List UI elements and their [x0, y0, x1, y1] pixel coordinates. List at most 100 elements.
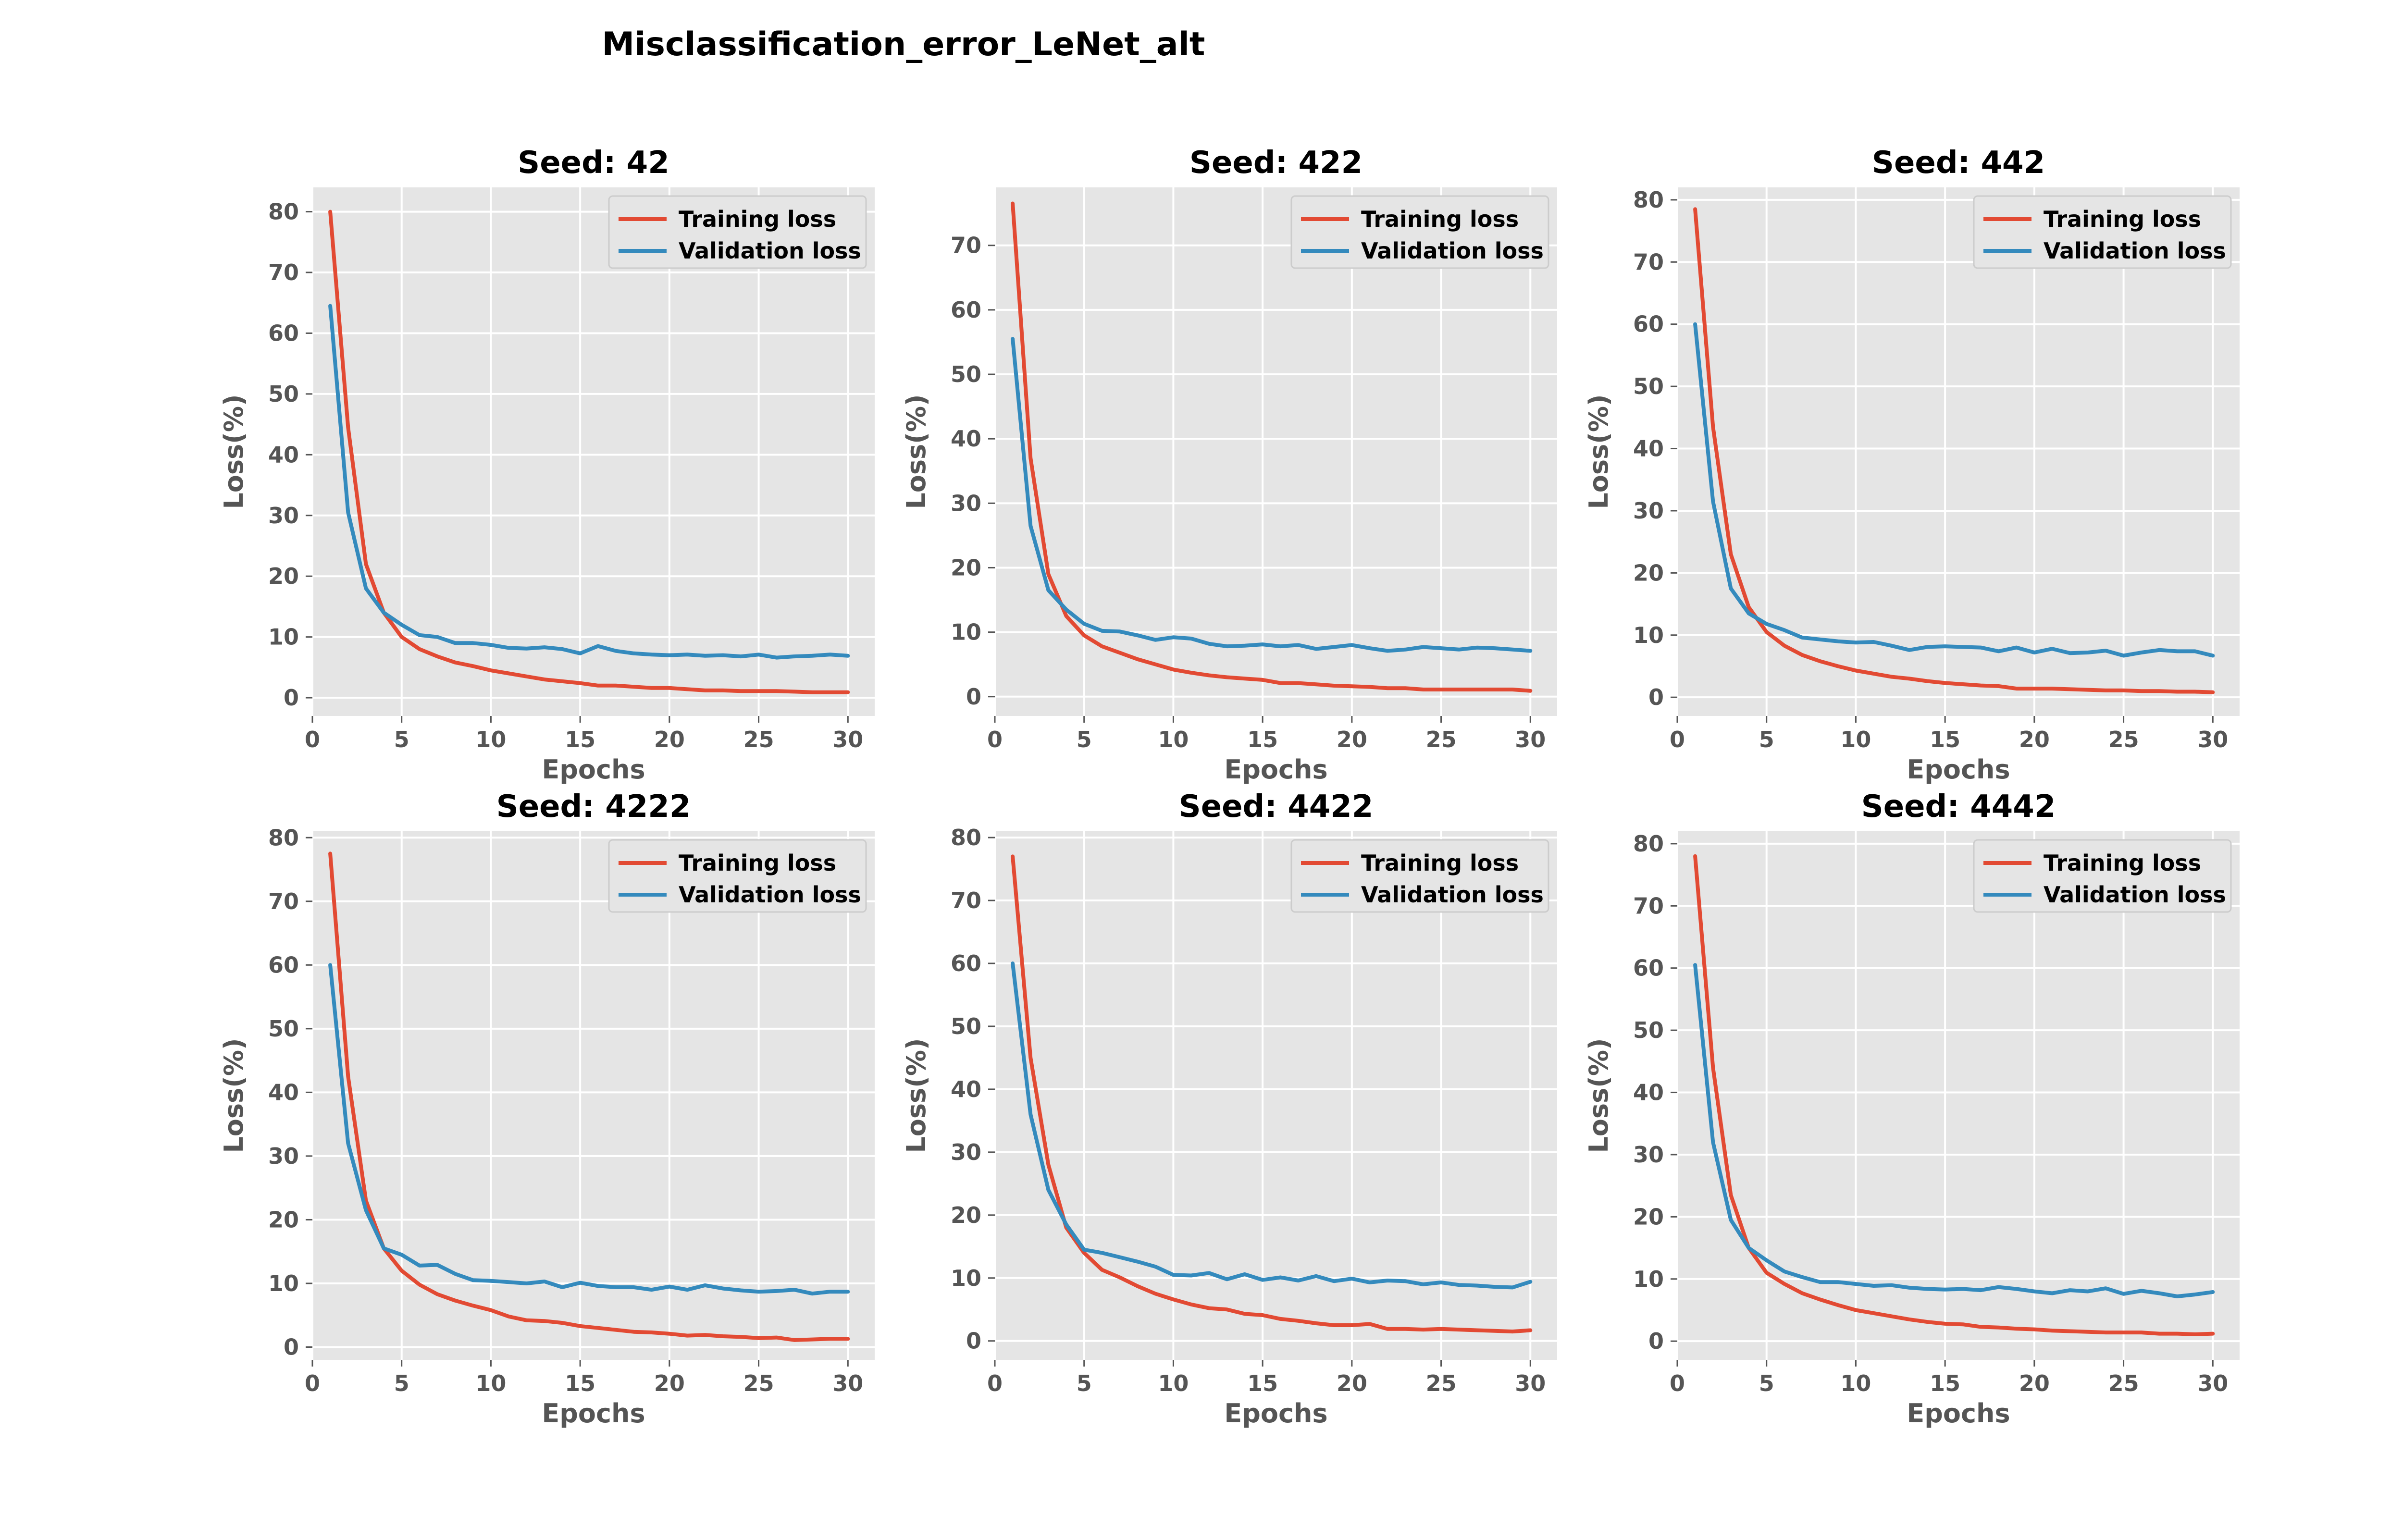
y-tick-label: 0 [284, 685, 299, 711]
x-tick-label: 25 [2108, 727, 2139, 752]
legend-entry: Training loss [2044, 206, 2201, 232]
y-tick-label: 50 [1633, 373, 1664, 399]
y-tick-label: 50 [268, 381, 299, 407]
x-tick-label: 30 [1515, 727, 1546, 752]
y-tick-label: 10 [268, 1270, 299, 1296]
training-loss-line [1011, 854, 1533, 1334]
legend-box [1973, 195, 2232, 269]
legend: Training loss Validation loss [1973, 195, 2232, 269]
y-tick-label: 0 [966, 684, 981, 710]
x-tick-label: 20 [1337, 727, 1367, 752]
validation-loss-line [1011, 961, 1533, 1290]
training-loss-line [328, 209, 850, 694]
legend-box [608, 195, 867, 269]
x-tick-label: 10 [1158, 727, 1189, 752]
legend-entry: Validation loss [679, 882, 861, 908]
x-axis-label: Epochs [1224, 754, 1327, 785]
y-tick-label: 20 [268, 1207, 299, 1232]
y-tick-label: 70 [951, 887, 981, 913]
x-axis-label: Epochs [542, 754, 645, 785]
validation-loss-line [328, 304, 850, 660]
legend-box [1290, 195, 1549, 269]
validation-loss-line [1011, 337, 1533, 653]
plot-area [1677, 831, 2240, 1360]
y-tick-label: 10 [951, 619, 981, 645]
x-tick-label: 5 [1077, 1370, 1092, 1396]
legend-box [1290, 839, 1549, 913]
y-tick-label: 70 [268, 259, 299, 285]
x-tick-label: 10 [1840, 727, 1871, 752]
x-axis-label: Epochs [1907, 1398, 2010, 1429]
y-axis-label: Loss(%) [219, 394, 249, 509]
y-tick-label: 80 [1633, 831, 1664, 857]
y-tick-label: 50 [951, 1013, 981, 1039]
y-axis-label: Loss(%) [1584, 1038, 1614, 1153]
y-tick-label: 80 [268, 199, 299, 225]
plot-area [995, 187, 1557, 716]
y-tick-label: 70 [1633, 893, 1664, 919]
x-tick-label: 25 [1426, 1370, 1457, 1396]
y-tick-label: 30 [951, 1139, 981, 1165]
legend-entry: Training loss [1361, 850, 1519, 876]
x-axis-label: Epochs [542, 1398, 645, 1429]
y-tick-label: 70 [951, 233, 981, 259]
x-tick-label: 0 [305, 1370, 320, 1396]
y-tick-label: 70 [1633, 249, 1664, 275]
plot-area [1677, 187, 2240, 716]
x-axis-label: Epochs [1224, 1398, 1327, 1429]
y-tick-label: 60 [1633, 311, 1664, 337]
subplot-3: 0 5 10 15 20 25 30 0 10 20 30 40 50 60 70 80 Seed: 442 Ep… [1584, 145, 2240, 785]
y-tick-label: 50 [1633, 1017, 1664, 1043]
x-tick-label: 25 [743, 1370, 774, 1396]
training-loss-line [1011, 201, 1533, 693]
y-tick-label: 80 [268, 825, 299, 850]
legend-entry: Training loss [1361, 206, 1519, 232]
x-tick-label: 10 [1158, 1370, 1189, 1396]
y-tick-label: 30 [1633, 1142, 1664, 1168]
y-tick-label: 10 [1633, 622, 1664, 648]
y-tick-label: 20 [1633, 1204, 1664, 1230]
y-tick-label: 30 [268, 503, 299, 529]
x-tick-label: 0 [305, 727, 320, 752]
legend: Training loss Validation loss [1290, 839, 1549, 913]
y-tick-label: 60 [951, 297, 981, 323]
x-tick-label: 10 [1840, 1370, 1871, 1396]
x-tick-label: 25 [1426, 727, 1457, 752]
subplot-title: Seed: 4422 [1179, 789, 1374, 825]
x-tick-label: 0 [987, 1370, 1003, 1396]
plot-area [995, 831, 1557, 1360]
x-tick-label: 20 [2019, 1370, 2050, 1396]
y-axis-label: Loss(%) [1584, 394, 1614, 509]
y-tick-label: 10 [268, 624, 299, 650]
subplot-title: Seed: 442 [1872, 145, 2045, 181]
subplot-title: Seed: 4442 [1861, 789, 2056, 825]
y-tick-label: 20 [951, 1202, 981, 1228]
y-tick-label: 40 [1633, 436, 1664, 462]
x-tick-label: 25 [743, 727, 774, 752]
x-tick-label: 0 [1670, 1370, 1685, 1396]
y-tick-label: 40 [951, 1076, 981, 1102]
legend-entry: Validation loss [679, 238, 861, 264]
legend: Training loss Validation loss [608, 195, 867, 269]
y-tick-label: 40 [268, 442, 299, 468]
legend: Training loss Validation loss [1973, 839, 2232, 913]
plot-area [312, 831, 875, 1360]
x-tick-label: 5 [1759, 727, 1774, 752]
y-tick-label: 30 [1633, 498, 1664, 524]
x-tick-label: 30 [2197, 1370, 2228, 1396]
x-tick-label: 5 [1759, 1370, 1774, 1396]
y-tick-label: 10 [951, 1265, 981, 1291]
y-axis-label: Loss(%) [901, 394, 931, 509]
x-tick-label: 10 [475, 727, 506, 752]
y-axis-label: Loss(%) [219, 1038, 249, 1153]
subplot-1: 0 5 10 15 20 25 30 0 10 20 30 40 50 60 70 80 Seed: 42 Epo… [219, 145, 875, 785]
y-tick-label: 60 [1633, 955, 1664, 981]
y-tick-label: 40 [951, 426, 981, 452]
y-tick-label: 60 [268, 320, 299, 346]
subplot-title: Seed: 4222 [496, 789, 691, 825]
y-tick-label: 70 [268, 888, 299, 914]
y-tick-label: 40 [1633, 1080, 1664, 1106]
y-tick-label: 60 [268, 952, 299, 978]
